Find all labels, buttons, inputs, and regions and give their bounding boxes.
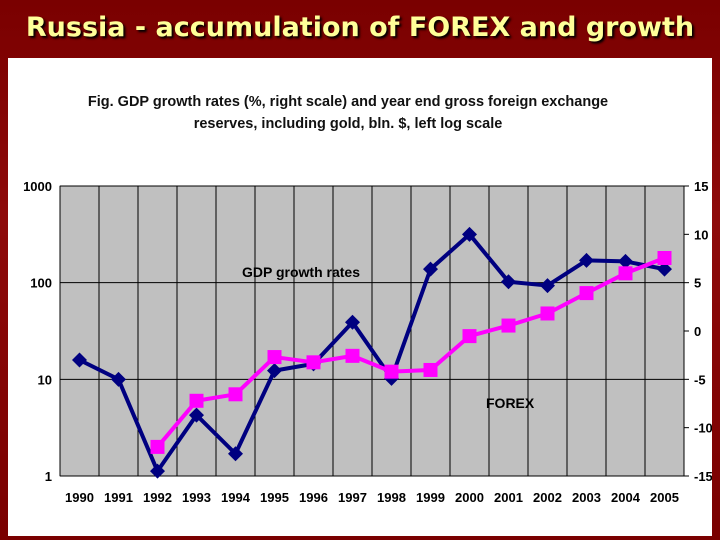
chart-panel: Fig. GDP growth rates (%, right scale) a…: [8, 58, 712, 536]
gdp-data-point: [618, 253, 633, 269]
right-axis-tick-label: 0: [694, 324, 701, 339]
x-axis-tick-label: 2003: [572, 490, 601, 505]
gdp-series-label: GDP growth rates: [242, 264, 360, 280]
x-axis-tick-label: 1991: [104, 490, 133, 505]
forex-data-point: [579, 286, 594, 301]
gdp-data-point: [267, 363, 282, 379]
forex-data-point: [423, 362, 438, 377]
x-axis-tick-label: 1992: [143, 490, 172, 505]
forex-data-point: [501, 318, 516, 333]
series-layer: [72, 226, 672, 479]
right-axis-tick-label: -15: [694, 469, 712, 484]
x-axis-tick-label: 1996: [299, 490, 328, 505]
x-axis-tick-label: 2001: [494, 490, 523, 505]
x-axis-tick-label: 1997: [338, 490, 367, 505]
x-axis-tick-label: 1994: [221, 490, 251, 505]
forex-data-point: [267, 350, 282, 365]
right-axis-tick-label: 15: [694, 179, 708, 194]
right-axis-ticks: 15 10 5 0 -5 -10 -15: [684, 179, 712, 484]
gdp-data-point: [72, 352, 87, 368]
gdp-data-point: [462, 226, 477, 242]
gdp-data-point: [150, 463, 165, 479]
x-axis-tick-label: 1995: [260, 490, 289, 505]
forex-data-point: [345, 348, 360, 363]
gdp-data-point: [345, 314, 360, 330]
chart: Fig. GDP growth rates (%, right scale) a…: [23, 94, 712, 505]
left-axis-ticks: 1000 100 10 1: [23, 179, 52, 484]
chart-title-line-2: reserves, including gold, bln. $, left l…: [194, 116, 503, 132]
chart-title-line-1: Fig. GDP growth rates (%, right scale) a…: [88, 94, 608, 110]
forex-data-point: [150, 439, 165, 454]
gdp-data-point: [228, 446, 243, 462]
x-axis-ticks: 1990 1991 1992 1993 1994 1995 1996 1997 1998 1999…: [65, 490, 679, 505]
forex-data-point: [462, 329, 477, 344]
right-axis-tick-label: -10: [694, 421, 712, 436]
gdp-data-point: [501, 274, 516, 290]
gdp-series-line: [78, 232, 665, 474]
gdp-data-point: [657, 261, 672, 277]
forex-data-point: [228, 387, 243, 402]
gdp-data-point: [540, 278, 555, 294]
gdp-data-point: [423, 261, 438, 277]
forex-series-label: FOREX: [486, 395, 535, 411]
x-axis-tick-label: 2000: [455, 490, 484, 505]
left-axis-tick-label: 1000: [23, 179, 52, 194]
forex-data-point: [540, 306, 555, 321]
x-axis-tick-label: 1999: [416, 490, 445, 505]
x-axis-tick-label: 2004: [611, 490, 641, 505]
left-axis-tick-label: 100: [30, 276, 52, 291]
x-axis-tick-label: 2002: [533, 490, 562, 505]
left-axis-tick-label: 1: [45, 469, 52, 484]
forex-data-point: [657, 250, 672, 265]
forex-data-point: [384, 364, 399, 379]
gdp-data-point: [579, 252, 594, 268]
x-axis-tick-label: 1993: [182, 490, 211, 505]
forex-data-point: [189, 393, 204, 408]
left-axis-tick-label: 10: [38, 372, 52, 387]
x-axis-tick-label: 2005: [650, 490, 679, 505]
slide-title: Russia - accumulation of FOREX and growt…: [25, 12, 695, 43]
right-axis-tick-label: 5: [694, 276, 701, 291]
x-axis-tick-label: 1990: [65, 490, 94, 505]
x-axis-tick-label: 1998: [377, 490, 406, 505]
right-axis-tick-label: -5: [694, 372, 706, 387]
gdp-data-point: [111, 371, 126, 387]
right-axis-tick-label: 10: [694, 227, 708, 242]
gdp-data-point: [189, 407, 204, 423]
forex-data-point: [306, 355, 321, 370]
forex-data-point: [618, 266, 633, 281]
